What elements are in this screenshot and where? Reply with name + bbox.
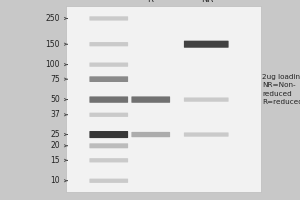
FancyBboxPatch shape xyxy=(131,132,170,137)
Text: 20: 20 xyxy=(50,141,60,150)
Text: 10: 10 xyxy=(50,176,60,185)
Text: NR: NR xyxy=(201,0,213,4)
FancyBboxPatch shape xyxy=(89,131,128,138)
Text: 2ug loading
NR=Non-
reduced
R=reduced: 2ug loading NR=Non- reduced R=reduced xyxy=(262,74,300,105)
FancyBboxPatch shape xyxy=(184,97,229,102)
Text: 150: 150 xyxy=(46,40,60,49)
FancyBboxPatch shape xyxy=(89,143,128,148)
FancyBboxPatch shape xyxy=(89,16,128,21)
Text: R: R xyxy=(147,0,153,4)
Text: 250: 250 xyxy=(46,14,60,23)
Bar xyxy=(66,6,261,192)
FancyBboxPatch shape xyxy=(89,158,128,162)
FancyBboxPatch shape xyxy=(89,63,128,67)
Text: 15: 15 xyxy=(50,156,60,165)
Text: 100: 100 xyxy=(46,60,60,69)
FancyBboxPatch shape xyxy=(89,113,128,117)
FancyBboxPatch shape xyxy=(131,96,170,103)
FancyBboxPatch shape xyxy=(184,41,229,48)
Text: 50: 50 xyxy=(50,95,60,104)
FancyBboxPatch shape xyxy=(89,76,128,82)
Text: 37: 37 xyxy=(50,110,60,119)
Text: 75: 75 xyxy=(50,75,60,84)
FancyBboxPatch shape xyxy=(184,132,229,137)
FancyBboxPatch shape xyxy=(89,42,128,46)
FancyBboxPatch shape xyxy=(89,179,128,183)
Text: 25: 25 xyxy=(50,130,60,139)
FancyBboxPatch shape xyxy=(89,96,128,103)
